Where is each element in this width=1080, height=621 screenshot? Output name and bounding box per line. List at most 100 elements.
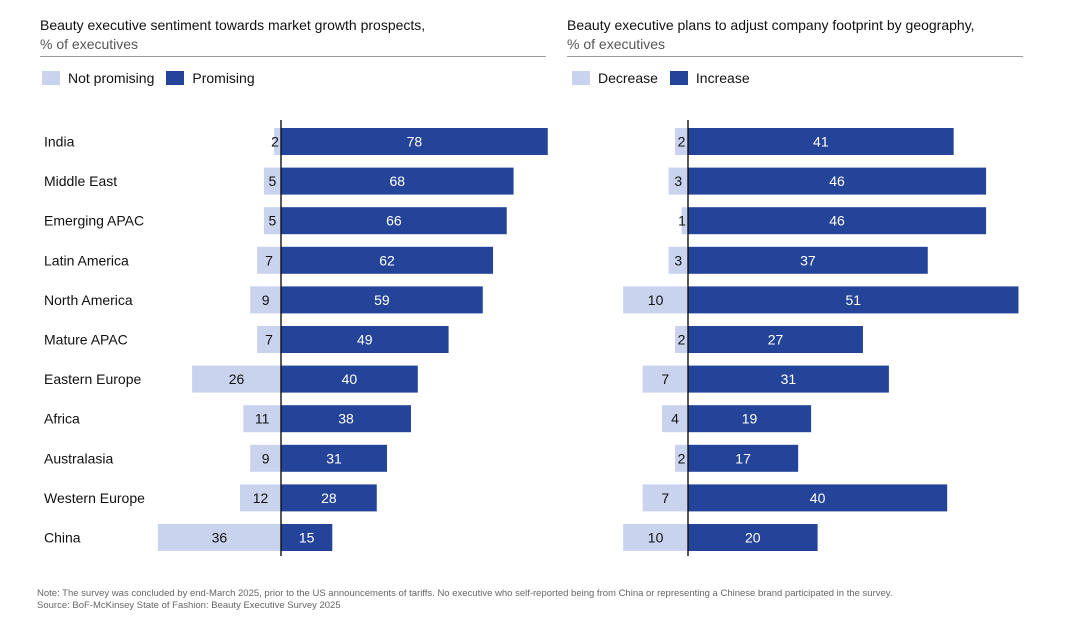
right-pos-bar-north-america (688, 286, 1019, 314)
right-chart-subtitle: % of executives (567, 36, 666, 52)
category-label-emerging-apac: Emerging APAC (44, 213, 144, 229)
left-neg-value-mature-apac: 7 (265, 332, 273, 348)
right-pos-value-emerging-apac: 46 (829, 213, 845, 229)
right-chart-title: Beauty executive plans to adjust company… (567, 17, 975, 33)
right-neg-value-australasia: 2 (678, 450, 686, 466)
legend-swatch-decrease (572, 71, 590, 85)
left-pos-bar-eastern-europe (281, 365, 418, 393)
right-pos-bar-western-europe (688, 484, 948, 512)
category-label-australasia: Australasia (44, 450, 113, 466)
left-pos-value-australasia: 31 (326, 450, 342, 466)
right-neg-bar-latin-america (668, 246, 688, 274)
left-neg-value-africa: 11 (255, 411, 270, 427)
right-pos-value-middle-east: 46 (829, 173, 845, 189)
left-pos-value-western-europe: 28 (321, 490, 337, 506)
left-pos-value-north-america: 59 (374, 292, 390, 308)
source-line: Source: BoF-McKinsey State of Fashion: B… (37, 600, 341, 611)
right-pos-value-australasia: 17 (735, 450, 751, 466)
left-neg-value-india: 2 (271, 134, 279, 150)
right-pos-bar-middle-east (688, 167, 987, 195)
right-pos-bar-india (688, 128, 954, 155)
left-pos-bar-mature-apac (281, 326, 449, 353)
footnote: Note: The survey was concluded by end-Ma… (37, 588, 893, 599)
left-neg-value-western-europe: 12 (253, 490, 269, 506)
right-neg-value-north-america: 10 (648, 292, 664, 308)
category-label-china: China (44, 530, 81, 546)
right-neg-bar-china (623, 524, 688, 551)
category-label-north-america: North America (44, 292, 133, 308)
left-neg-bar-emerging-apac (263, 207, 281, 235)
left-legend: Not promising Promising (42, 70, 267, 86)
left-title-rule (40, 56, 546, 57)
right-neg-value-latin-america: 3 (674, 252, 682, 268)
legend-swatch-promising (166, 71, 185, 85)
right-pos-bar-emerging-apac (688, 207, 987, 235)
left-chart-subtitle: % of executives (40, 36, 139, 52)
legend-label-not-promising: Not promising (68, 70, 155, 86)
left-chart-title-block: Beauty executive sentiment towards marke… (40, 16, 425, 54)
legend-item-promising: Promising (166, 70, 255, 86)
left-neg-value-australasia: 9 (262, 450, 270, 466)
right-pos-bar-mature-apac (688, 326, 863, 353)
left-neg-bar-mature-apac (257, 326, 281, 353)
legend-swatch-not-promising (42, 71, 60, 85)
left-pos-bar-north-america (281, 286, 483, 314)
left-neg-value-china: 36 (212, 530, 228, 546)
right-neg-value-middle-east: 3 (674, 173, 682, 189)
right-neg-value-mature-apac: 2 (678, 332, 686, 348)
left-pos-value-mature-apac: 49 (357, 332, 373, 348)
right-neg-bar-middle-east (668, 167, 688, 195)
left-pos-bar-australasia (281, 444, 388, 472)
left-neg-bar-eastern-europe (192, 365, 281, 393)
category-label-western-europe: Western Europe (44, 490, 145, 506)
right-legend: Decrease Increase (572, 70, 762, 86)
right-pos-value-latin-america: 37 (800, 252, 816, 268)
left-pos-bar-emerging-apac (281, 207, 507, 235)
left-pos-value-latin-america: 62 (379, 252, 395, 268)
right-pos-bar-china (688, 524, 818, 551)
left-pos-value-china: 15 (299, 530, 315, 546)
left-pos-bar-africa (281, 405, 411, 433)
right-neg-bar-india (675, 128, 688, 155)
right-chart-title-block: Beauty executive plans to adjust company… (567, 16, 975, 54)
left-neg-value-eastern-europe: 26 (229, 371, 245, 387)
left-pos-bar-latin-america (281, 246, 494, 274)
left-neg-value-emerging-apac: 5 (269, 213, 277, 229)
category-label-india: India (44, 134, 75, 150)
right-pos-bar-australasia (688, 444, 799, 472)
left-neg-bar-india (274, 128, 281, 155)
left-chart-title: Beauty executive sentiment towards marke… (40, 17, 426, 33)
right-pos-value-india: 41 (813, 134, 829, 150)
left-neg-bar-africa (243, 405, 281, 433)
legend-item-not-promising: Not promising (42, 70, 154, 86)
right-neg-value-western-europe: 7 (661, 490, 669, 506)
left-neg-value-latin-america: 7 (265, 252, 273, 268)
category-label-mature-apac: Mature APAC (44, 332, 128, 348)
right-neg-bar-eastern-europe (642, 365, 688, 393)
legend-label-increase: Increase (695, 70, 750, 86)
left-pos-bar-western-europe (281, 484, 377, 512)
left-pos-bar-china (281, 524, 333, 551)
right-pos-value-mature-apac: 27 (768, 332, 784, 348)
right-neg-value-china: 10 (648, 530, 664, 546)
right-pos-bar-africa (688, 405, 812, 433)
right-neg-bar-emerging-apac (681, 207, 688, 235)
left-neg-bar-china (157, 524, 281, 551)
legend-item-decrease: Decrease (572, 70, 658, 86)
left-neg-bar-australasia (250, 444, 281, 472)
left-pos-value-africa: 38 (338, 411, 354, 427)
legend-swatch-increase (669, 71, 688, 85)
right-neg-value-india: 2 (678, 134, 686, 150)
legend-label-decrease: Decrease (598, 70, 658, 86)
legend-item-increase: Increase (669, 70, 750, 86)
right-neg-bar-africa (662, 405, 688, 433)
right-neg-bar-australasia (675, 444, 688, 472)
right-neg-bar-north-america (623, 286, 688, 314)
left-pos-value-emerging-apac: 66 (386, 213, 402, 229)
left-neg-bar-middle-east (263, 167, 281, 195)
category-label-africa: Africa (44, 411, 80, 427)
right-pos-value-western-europe: 40 (810, 490, 826, 506)
right-pos-value-africa: 19 (742, 411, 758, 427)
left-pos-value-middle-east: 68 (389, 173, 405, 189)
